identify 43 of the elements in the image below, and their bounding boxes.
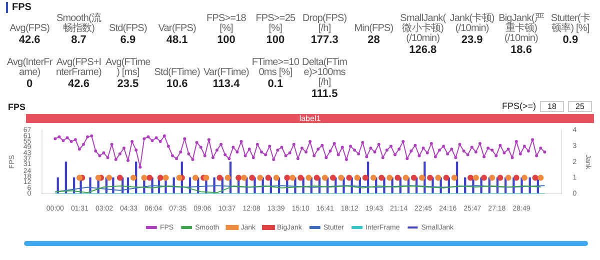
text: 8.7 (70, 34, 88, 46)
text: 177.3 (310, 34, 340, 46)
text: 100 (216, 34, 236, 46)
text: Drop(FPS) [/h] (301, 13, 348, 34)
text: FPS (6, 2, 594, 13)
text: Avg(FPS) (8, 22, 51, 34)
text: Var(FPS) (157, 22, 197, 34)
text: Jank(卡顿)(/10min) (448, 13, 496, 34)
text: 48.1 (165, 34, 189, 46)
text: Avg(FPS+InterFrame) (55, 57, 102, 78)
text: 126.8 (408, 44, 438, 56)
text: 0.1 (266, 78, 284, 90)
text: Std(FPS) (108, 22, 148, 34)
text: 111.5 (310, 88, 339, 100)
text: 100 (265, 34, 286, 46)
text: 25 (568, 101, 592, 112)
text: Avg(FTime) [ms] (104, 57, 152, 78)
text: Avg(InterFrame) (6, 57, 54, 78)
text: 10.6 (165, 78, 189, 90)
text: 6.9 (119, 34, 137, 46)
text: 113.4 (212, 78, 241, 90)
text: 42.6 (67, 78, 90, 90)
text: 23.5 (116, 78, 140, 90)
text: FTime>=100ms [%] (252, 57, 299, 78)
text: Stutter(卡顿率) [%] (550, 13, 592, 34)
text: FPS>=18 [%] (206, 13, 247, 34)
chart-title: FPS (8, 102, 26, 112)
text: BigJank(严重卡顿)(/10min) (498, 13, 545, 44)
text: Var(FTime) (202, 66, 250, 78)
text: 0.9 (562, 34, 580, 46)
text: label1 (26, 114, 594, 123)
text: 23.9 (460, 34, 484, 46)
text: FPS(>=) (502, 101, 536, 111)
text: Smooth(流畅指数) (55, 13, 102, 34)
text: 42.6 (18, 34, 42, 46)
text: 18 (540, 101, 564, 112)
text: Std(FTime) (154, 66, 201, 78)
text: SmallJank(微小卡顿)(/10min) (399, 13, 446, 44)
text: Min(FPS) (353, 22, 394, 34)
text: FPS>=25 [%] (254, 13, 296, 34)
text: 28 (366, 34, 381, 46)
text: Delta(FTime)>100ms [/h] (301, 57, 348, 88)
text: 18.6 (510, 44, 533, 56)
